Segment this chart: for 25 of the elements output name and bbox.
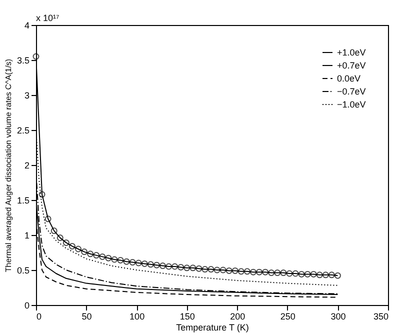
y-tick-label: 2.5 [16,126,30,136]
x-tick-label: 350 [373,312,388,322]
y-tick-label: 1.5 [16,196,30,206]
y-tick-label: 0.5 [16,266,30,276]
y-tick-label: 3.5 [16,56,30,66]
legend-label: 0.0eV [337,74,361,84]
legend-label: −1.0eV [337,100,366,110]
y-tick-label: 2 [24,160,30,170]
x-tick-label: 100 [130,312,145,322]
x-tick-label: 0 [36,312,42,322]
x-tick-label: 200 [230,312,246,322]
x-axis-title: Temperature T (K) [176,322,249,332]
legend-label: +0.7eV [337,60,366,70]
y-axis-title: Thermal averaged Auger dissociation volume rates C^A(1/s) [4,58,13,272]
x-tick-label: 250 [280,312,296,322]
legend-label: −0.7eV [337,86,366,96]
y-tick-label: 3 [24,90,30,100]
text: x 10¹⁷ [36,13,60,23]
x-tick-label: 300 [330,312,346,322]
legend-label: +1.0eV [337,48,366,58]
x-tick-label: 150 [180,312,195,322]
y-tick-label: 0 [24,300,30,310]
y-tick-label: 1 [24,230,30,240]
y-tick-label: 4 [24,20,30,30]
x-tick-label: 50 [82,312,92,322]
